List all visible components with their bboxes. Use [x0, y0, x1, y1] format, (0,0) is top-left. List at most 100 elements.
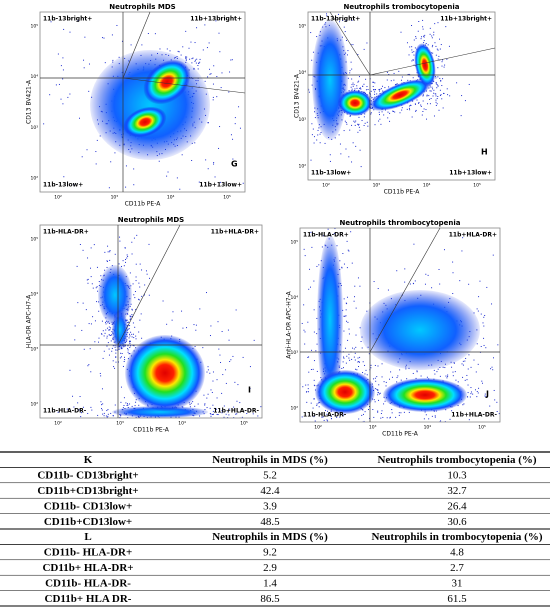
event-dot	[457, 381, 459, 383]
event-dot	[291, 425, 292, 426]
event-dot	[86, 279, 88, 281]
event-dot	[130, 331, 132, 333]
event-dot	[336, 416, 338, 418]
event-dot	[217, 414, 219, 416]
event-dot	[129, 316, 131, 318]
event-dot	[114, 253, 116, 255]
event-dot	[294, 137, 295, 138]
event-dot	[319, 133, 321, 135]
event-dot	[508, 300, 509, 301]
event-dot	[73, 406, 75, 408]
event-dot	[109, 251, 111, 253]
event-dot	[423, 42, 425, 44]
event-dot	[129, 325, 131, 327]
quadrant-label: 11b-HLA-DR+	[303, 232, 349, 239]
event-dot	[483, 337, 485, 339]
event-dot	[66, 408, 68, 410]
event-dot	[309, 268, 311, 270]
event-dot	[40, 420, 41, 421]
event-dot	[351, 78, 353, 80]
event-dot	[234, 381, 236, 383]
event-dot	[141, 337, 143, 339]
event-dot	[223, 405, 225, 407]
event-dot	[346, 296, 348, 298]
event-dot	[347, 249, 349, 251]
event-dot	[357, 277, 359, 279]
event-dot	[101, 388, 103, 390]
event-dot	[464, 100, 466, 102]
event-dot	[370, 112, 372, 114]
table-cell: 42.4	[260, 485, 280, 497]
quadrant-label: 11b-HLA-DR-	[43, 408, 87, 415]
event-dot	[320, 423, 321, 424]
event-dot	[206, 397, 208, 399]
event-dot	[129, 333, 131, 335]
event-dot	[313, 398, 315, 400]
event-dot	[377, 288, 379, 290]
event-dot	[355, 368, 357, 370]
event-dot	[308, 391, 310, 393]
x-tick-label: 10⁵	[473, 183, 481, 189]
y-tick-label: 10³	[298, 117, 306, 123]
event-dot	[408, 54, 410, 56]
event-dot	[476, 343, 478, 345]
event-dot	[422, 95, 424, 97]
event-dot	[210, 413, 212, 415]
event-dot	[413, 39, 415, 41]
event-dot	[367, 409, 369, 411]
event-dot	[438, 55, 440, 57]
event-dot	[336, 194, 337, 195]
event-dot	[349, 70, 351, 72]
event-dot	[225, 369, 227, 371]
event-dot	[479, 280, 481, 282]
event-dot	[485, 347, 487, 349]
event-dot	[379, 423, 380, 424]
event-dot	[145, 270, 147, 272]
event-dot	[444, 421, 446, 422]
event-dot	[381, 363, 383, 365]
event-dot	[91, 283, 93, 285]
event-dot	[491, 366, 493, 368]
event-dot	[358, 80, 360, 82]
event-dot	[182, 46, 184, 48]
event-dot	[120, 415, 122, 417]
event-dot	[432, 44, 434, 46]
event-dot	[247, 151, 248, 152]
event-dot	[191, 159, 193, 161]
table-cell: 31	[452, 577, 463, 589]
event-dot	[199, 61, 201, 63]
plot-frame	[39, 11, 246, 193]
event-dot	[387, 289, 389, 291]
event-dot	[397, 375, 399, 377]
event-dot	[128, 341, 130, 343]
event-dot	[221, 392, 223, 394]
event-dot	[429, 103, 431, 105]
event-dot	[415, 109, 417, 111]
event-dot	[380, 88, 382, 90]
event-dot	[484, 393, 486, 395]
event-dot	[336, 433, 337, 434]
event-dot	[439, 283, 441, 285]
event-dot	[375, 380, 377, 382]
event-dot	[215, 20, 217, 22]
event-dot	[112, 338, 114, 340]
event-dot	[433, 34, 435, 36]
event-dot	[127, 322, 129, 324]
event-dot	[353, 463, 354, 464]
event-dot	[110, 334, 112, 336]
event-dot	[291, 371, 292, 372]
density-region	[143, 59, 191, 105]
event-dot	[104, 321, 106, 323]
table-cell: CD11b- HLA-DR+	[44, 547, 132, 559]
event-dot	[356, 369, 358, 371]
event-dot	[318, 264, 320, 266]
event-dot	[232, 138, 234, 140]
event-dot	[340, 153, 342, 155]
density-region	[370, 79, 430, 111]
gate-line	[122, 11, 151, 79]
event-dot	[339, 21, 341, 23]
event-dot	[343, 298, 345, 300]
event-dot	[162, 300, 164, 302]
event-dot	[101, 409, 103, 411]
event-dot	[304, 343, 306, 345]
